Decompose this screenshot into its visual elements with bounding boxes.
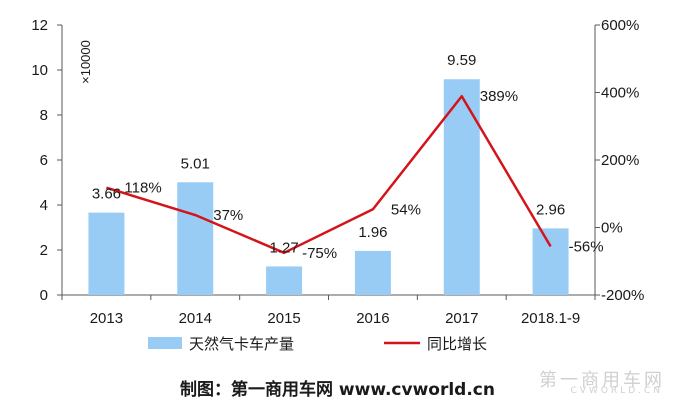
left-tick-label: 10 (31, 62, 48, 79)
legend-swatch-bar (148, 337, 182, 349)
watermark-logo: 第一商用车网 (539, 370, 665, 391)
chart-caption: 制图：第一商用车网 www.cvworld.cn (180, 380, 495, 400)
line-value-label: 37% (213, 207, 243, 224)
bar (532, 228, 569, 295)
line-value-label: -56% (569, 238, 604, 255)
y-axis-unit-label: ×10000 (78, 40, 93, 84)
bar-value-label: 1.96 (358, 224, 387, 241)
x-tick-label: 2015 (267, 310, 300, 327)
right-tick-label: 0% (601, 220, 623, 237)
bar (88, 212, 125, 295)
line-value-label: -75% (302, 245, 337, 262)
bar-value-label: 2.96 (536, 201, 565, 218)
right-tick-label: -200% (601, 287, 644, 304)
right-tick-label: 400% (601, 85, 639, 102)
x-tick-label: 2013 (90, 310, 123, 327)
bar-value-label: 5.01 (181, 155, 210, 172)
line-value-label: 118% (124, 180, 161, 197)
left-tick-label: 12 (31, 17, 48, 34)
bar-value-label: 3.66 (92, 186, 121, 203)
legend-label-line: 同比增长 (427, 336, 487, 353)
data-labels: 3.66 5.01 1.27 1.96 9.59 2.96 118% 37% -75% 54% 38… (92, 52, 604, 262)
left-tick-label: 8 (40, 107, 48, 124)
watermark-logo-sub: CVWORLD.CN (570, 386, 663, 396)
bar (354, 250, 391, 295)
bar-value-label: 1.27 (269, 239, 298, 256)
left-tick-label: 6 (40, 152, 48, 169)
line-series (106, 94, 552, 255)
right-tick-label: 200% (601, 152, 639, 169)
growth-line (106, 94, 552, 255)
x-tick-label: 2018.1-9 (521, 310, 580, 327)
bar-value-label: 9.59 (447, 52, 476, 69)
x-tick-label: 2014 (179, 310, 212, 327)
x-tick-label: 2017 (445, 310, 478, 327)
bar (266, 266, 303, 295)
legend-label-bar: 天然气卡车产量 (189, 336, 294, 353)
x-tick-label: 2016 (356, 310, 389, 327)
left-tick-label: 2 (40, 242, 48, 259)
left-tick-label: 0 (40, 287, 48, 304)
right-tick-label: 600% (601, 17, 639, 34)
chart-axes: 0 2 4 6 8 10 12 -200% 0% 200% 400% 600% 2013 2014 2015… (31, 17, 644, 327)
bar (177, 182, 214, 295)
left-tick-label: 4 (40, 197, 48, 214)
chart-legend: 天然气卡车产量 同比增长 (148, 336, 487, 353)
line-value-label: 389% (480, 88, 518, 105)
line-value-label: 54% (391, 201, 421, 218)
